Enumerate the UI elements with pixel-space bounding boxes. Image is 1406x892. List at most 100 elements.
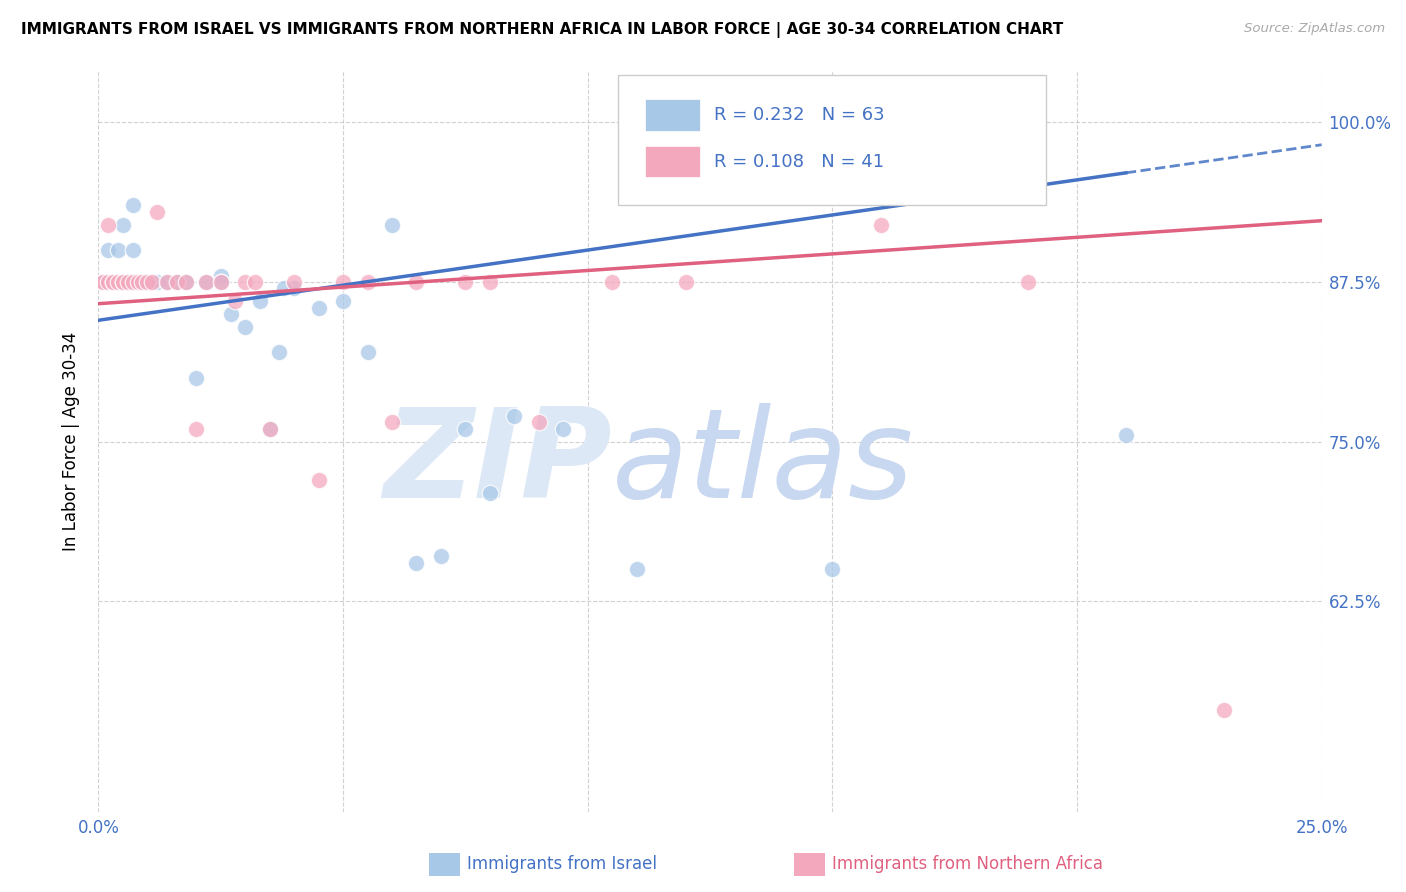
Point [156,275,179,289]
FancyBboxPatch shape [619,75,1046,204]
Point [121,198,143,212]
Point [553,422,575,436]
Point [381,218,404,232]
Point [675,275,697,289]
Point [91,275,114,289]
Point [101,275,124,289]
Point [91,275,114,289]
Point [1017,275,1039,289]
Point [101,275,124,289]
Point [224,294,246,309]
Point [97,275,120,289]
Text: Immigrants from Northern Africa: Immigrants from Northern Africa [832,855,1104,873]
Point [894,153,917,168]
FancyBboxPatch shape [645,100,700,130]
Point [430,549,453,564]
Text: IMMIGRANTS FROM ISRAEL VS IMMIGRANTS FROM NORTHERN AFRICA IN LABOR FORCE | AGE 3: IMMIGRANTS FROM ISRAEL VS IMMIGRANTS FRO… [21,22,1063,38]
Point [186,370,208,384]
Point [136,275,159,289]
Point [195,275,218,289]
Point [1212,703,1234,717]
Point [111,218,134,232]
Point [97,275,120,289]
Point [283,281,305,295]
Point [259,422,281,436]
Point [111,275,134,289]
Point [117,275,139,289]
Point [176,275,198,289]
Text: Source: ZipAtlas.com: Source: ZipAtlas.com [1244,22,1385,36]
Point [405,556,427,570]
Point [117,275,139,289]
Point [101,275,124,289]
Point [91,275,114,289]
Point [107,243,129,257]
Point [993,115,1015,129]
Point [186,422,208,436]
Point [121,275,143,289]
Point [156,275,179,289]
Y-axis label: In Labor Force | Age 30-34: In Labor Force | Age 30-34 [62,332,80,551]
Point [269,345,291,359]
Point [821,562,844,576]
Point [97,275,120,289]
Text: atlas: atlas [612,403,914,524]
Point [478,485,501,500]
Text: R = 0.108   N = 41: R = 0.108 N = 41 [714,153,884,171]
Point [600,275,623,289]
Point [259,422,281,436]
Point [127,275,149,289]
Point [356,345,378,359]
Point [131,275,153,289]
Point [209,275,232,289]
Point [97,275,120,289]
Point [111,275,134,289]
Point [121,275,143,289]
Point [101,275,124,289]
Point [219,307,242,321]
Point [117,275,139,289]
Point [91,275,114,289]
Point [233,319,256,334]
Point [136,275,159,289]
Point [176,275,198,289]
Point [356,275,378,289]
Point [107,275,129,289]
Point [121,243,143,257]
Point [870,218,893,232]
Point [527,416,550,430]
Point [283,275,305,289]
Text: ZIP: ZIP [384,403,612,524]
Point [141,275,163,289]
Point [308,301,330,315]
Point [111,275,134,289]
Point [101,275,124,289]
Point [273,281,295,295]
Point [91,275,114,289]
Point [454,422,477,436]
Point [91,275,114,289]
Point [146,275,169,289]
Point [209,268,232,283]
Point [91,275,114,289]
Point [249,294,271,309]
Text: R = 0.232   N = 63: R = 0.232 N = 63 [714,106,884,124]
Point [332,294,354,309]
Point [405,275,427,289]
Text: Immigrants from Israel: Immigrants from Israel [467,855,657,873]
Point [209,275,232,289]
FancyBboxPatch shape [645,146,700,178]
Point [626,562,648,576]
Point [166,275,188,289]
Point [131,275,153,289]
Point [195,275,218,289]
Point [101,275,124,289]
Point [97,218,120,232]
Point [97,275,120,289]
Point [127,275,149,289]
Point [478,275,501,289]
Point [127,275,149,289]
Point [107,275,129,289]
Point [233,275,256,289]
Point [332,275,354,289]
